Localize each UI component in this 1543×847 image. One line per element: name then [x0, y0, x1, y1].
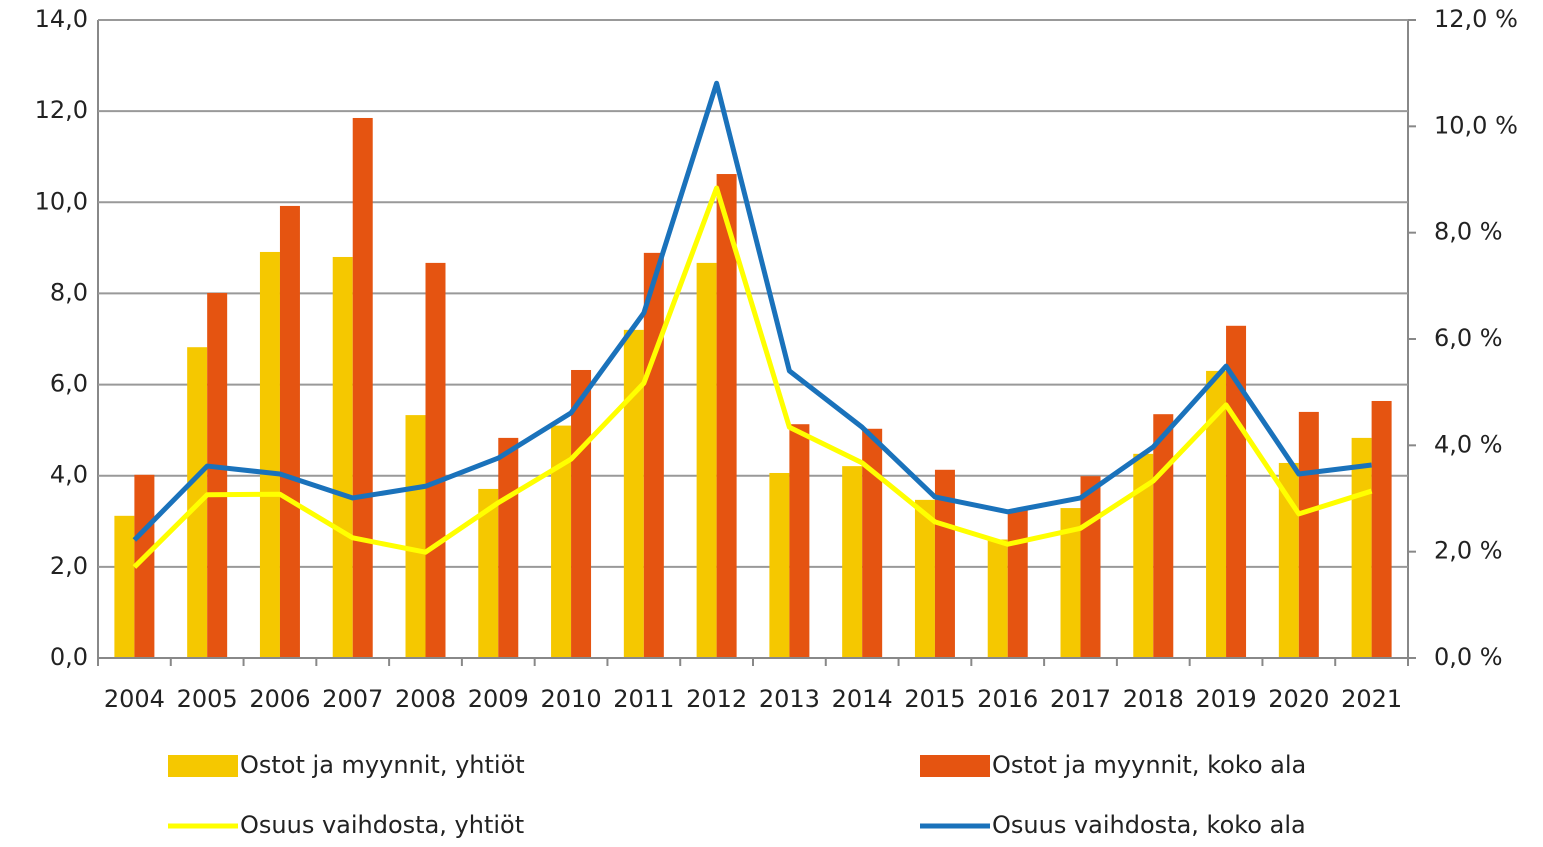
- bar: [571, 369, 592, 658]
- bar: [207, 292, 228, 658]
- bar: [623, 329, 644, 658]
- bar: [1371, 400, 1392, 658]
- x-tick-label: 2018: [1123, 685, 1184, 713]
- y2-tick-label: 2,0 %: [1434, 537, 1503, 565]
- bar: [1153, 414, 1174, 658]
- y2-tick-label: 4,0 %: [1434, 430, 1503, 458]
- bar: [1080, 476, 1101, 658]
- bar: [1007, 509, 1028, 658]
- bar: [1206, 370, 1227, 658]
- bar: [987, 539, 1008, 658]
- x-tick-label: 2005: [177, 685, 238, 713]
- y-tick-label: 12,0: [35, 96, 88, 124]
- bar: [1351, 437, 1372, 658]
- x-tick-label: 2020: [1268, 685, 1329, 713]
- bar: [842, 466, 863, 658]
- legend-label: Osuus vaihdosta, koko ala: [992, 811, 1306, 839]
- bar: [478, 488, 499, 658]
- bar: [134, 474, 155, 658]
- bar: [551, 425, 572, 658]
- x-tick-label: 2012: [686, 685, 747, 713]
- x-tick-label: 2014: [832, 685, 893, 713]
- bar: [862, 428, 883, 658]
- bar: [425, 262, 446, 658]
- y-tick-label: 10,0: [35, 187, 88, 215]
- x-tick-label: 2021: [1341, 685, 1402, 713]
- line: [132, 185, 1373, 569]
- x-tick-label: 2017: [1050, 685, 1111, 713]
- y-tick-label: 2,0: [50, 552, 88, 580]
- bar: [332, 256, 353, 658]
- legend-swatch: [168, 755, 238, 777]
- x-tick-label: 2011: [613, 685, 674, 713]
- x-tick-label: 2016: [977, 685, 1038, 713]
- bar: [259, 251, 280, 659]
- bar: [1226, 325, 1247, 658]
- y-tick-label: 4,0: [50, 461, 88, 489]
- y2-tick-label: 8,0 %: [1434, 218, 1503, 246]
- bar: [696, 262, 717, 658]
- x-tick-label: 2007: [322, 685, 383, 713]
- legend-swatch: [920, 755, 990, 777]
- legend-label: Ostot ja myynnit, koko ala: [992, 751, 1306, 779]
- bar: [405, 415, 426, 658]
- bar: [934, 469, 955, 658]
- bar: [498, 437, 519, 658]
- y2-tick-label: 12,0 %: [1434, 5, 1518, 33]
- x-tick-label: 2010: [541, 685, 602, 713]
- bar: [914, 499, 935, 658]
- bar: [1278, 462, 1299, 658]
- legend-label: Ostot ja myynnit, yhtiöt: [240, 751, 525, 779]
- bar: [279, 205, 300, 658]
- x-tick-label: 2009: [468, 685, 529, 713]
- y2-tick-label: 10,0 %: [1434, 111, 1518, 139]
- legend-label: Osuus vaihdosta, yhtiöt: [240, 811, 524, 839]
- y-tick-label: 6,0: [50, 370, 88, 398]
- y-tick-label: 14,0: [35, 5, 88, 33]
- bar: [789, 424, 810, 658]
- bar: [769, 472, 790, 658]
- bar: [352, 117, 373, 658]
- x-tick-label: 2004: [104, 685, 165, 713]
- x-tick-label: 2015: [904, 685, 965, 713]
- x-tick-label: 2008: [395, 685, 456, 713]
- bar: [1060, 508, 1081, 658]
- bar: [1133, 453, 1154, 658]
- y-tick-label: 0,0: [50, 643, 88, 671]
- y2-tick-label: 6,0 %: [1434, 324, 1503, 352]
- x-tick-label: 2006: [249, 685, 310, 713]
- x-tick-label: 2019: [1196, 685, 1257, 713]
- bar: [1298, 411, 1319, 658]
- bar: [716, 174, 737, 658]
- line: [132, 80, 1372, 542]
- bar: [114, 515, 135, 658]
- x-tick-label: 2013: [759, 685, 820, 713]
- y-tick-label: 8,0: [50, 278, 88, 306]
- y2-tick-label: 0,0 %: [1434, 643, 1503, 671]
- bar: [643, 252, 664, 658]
